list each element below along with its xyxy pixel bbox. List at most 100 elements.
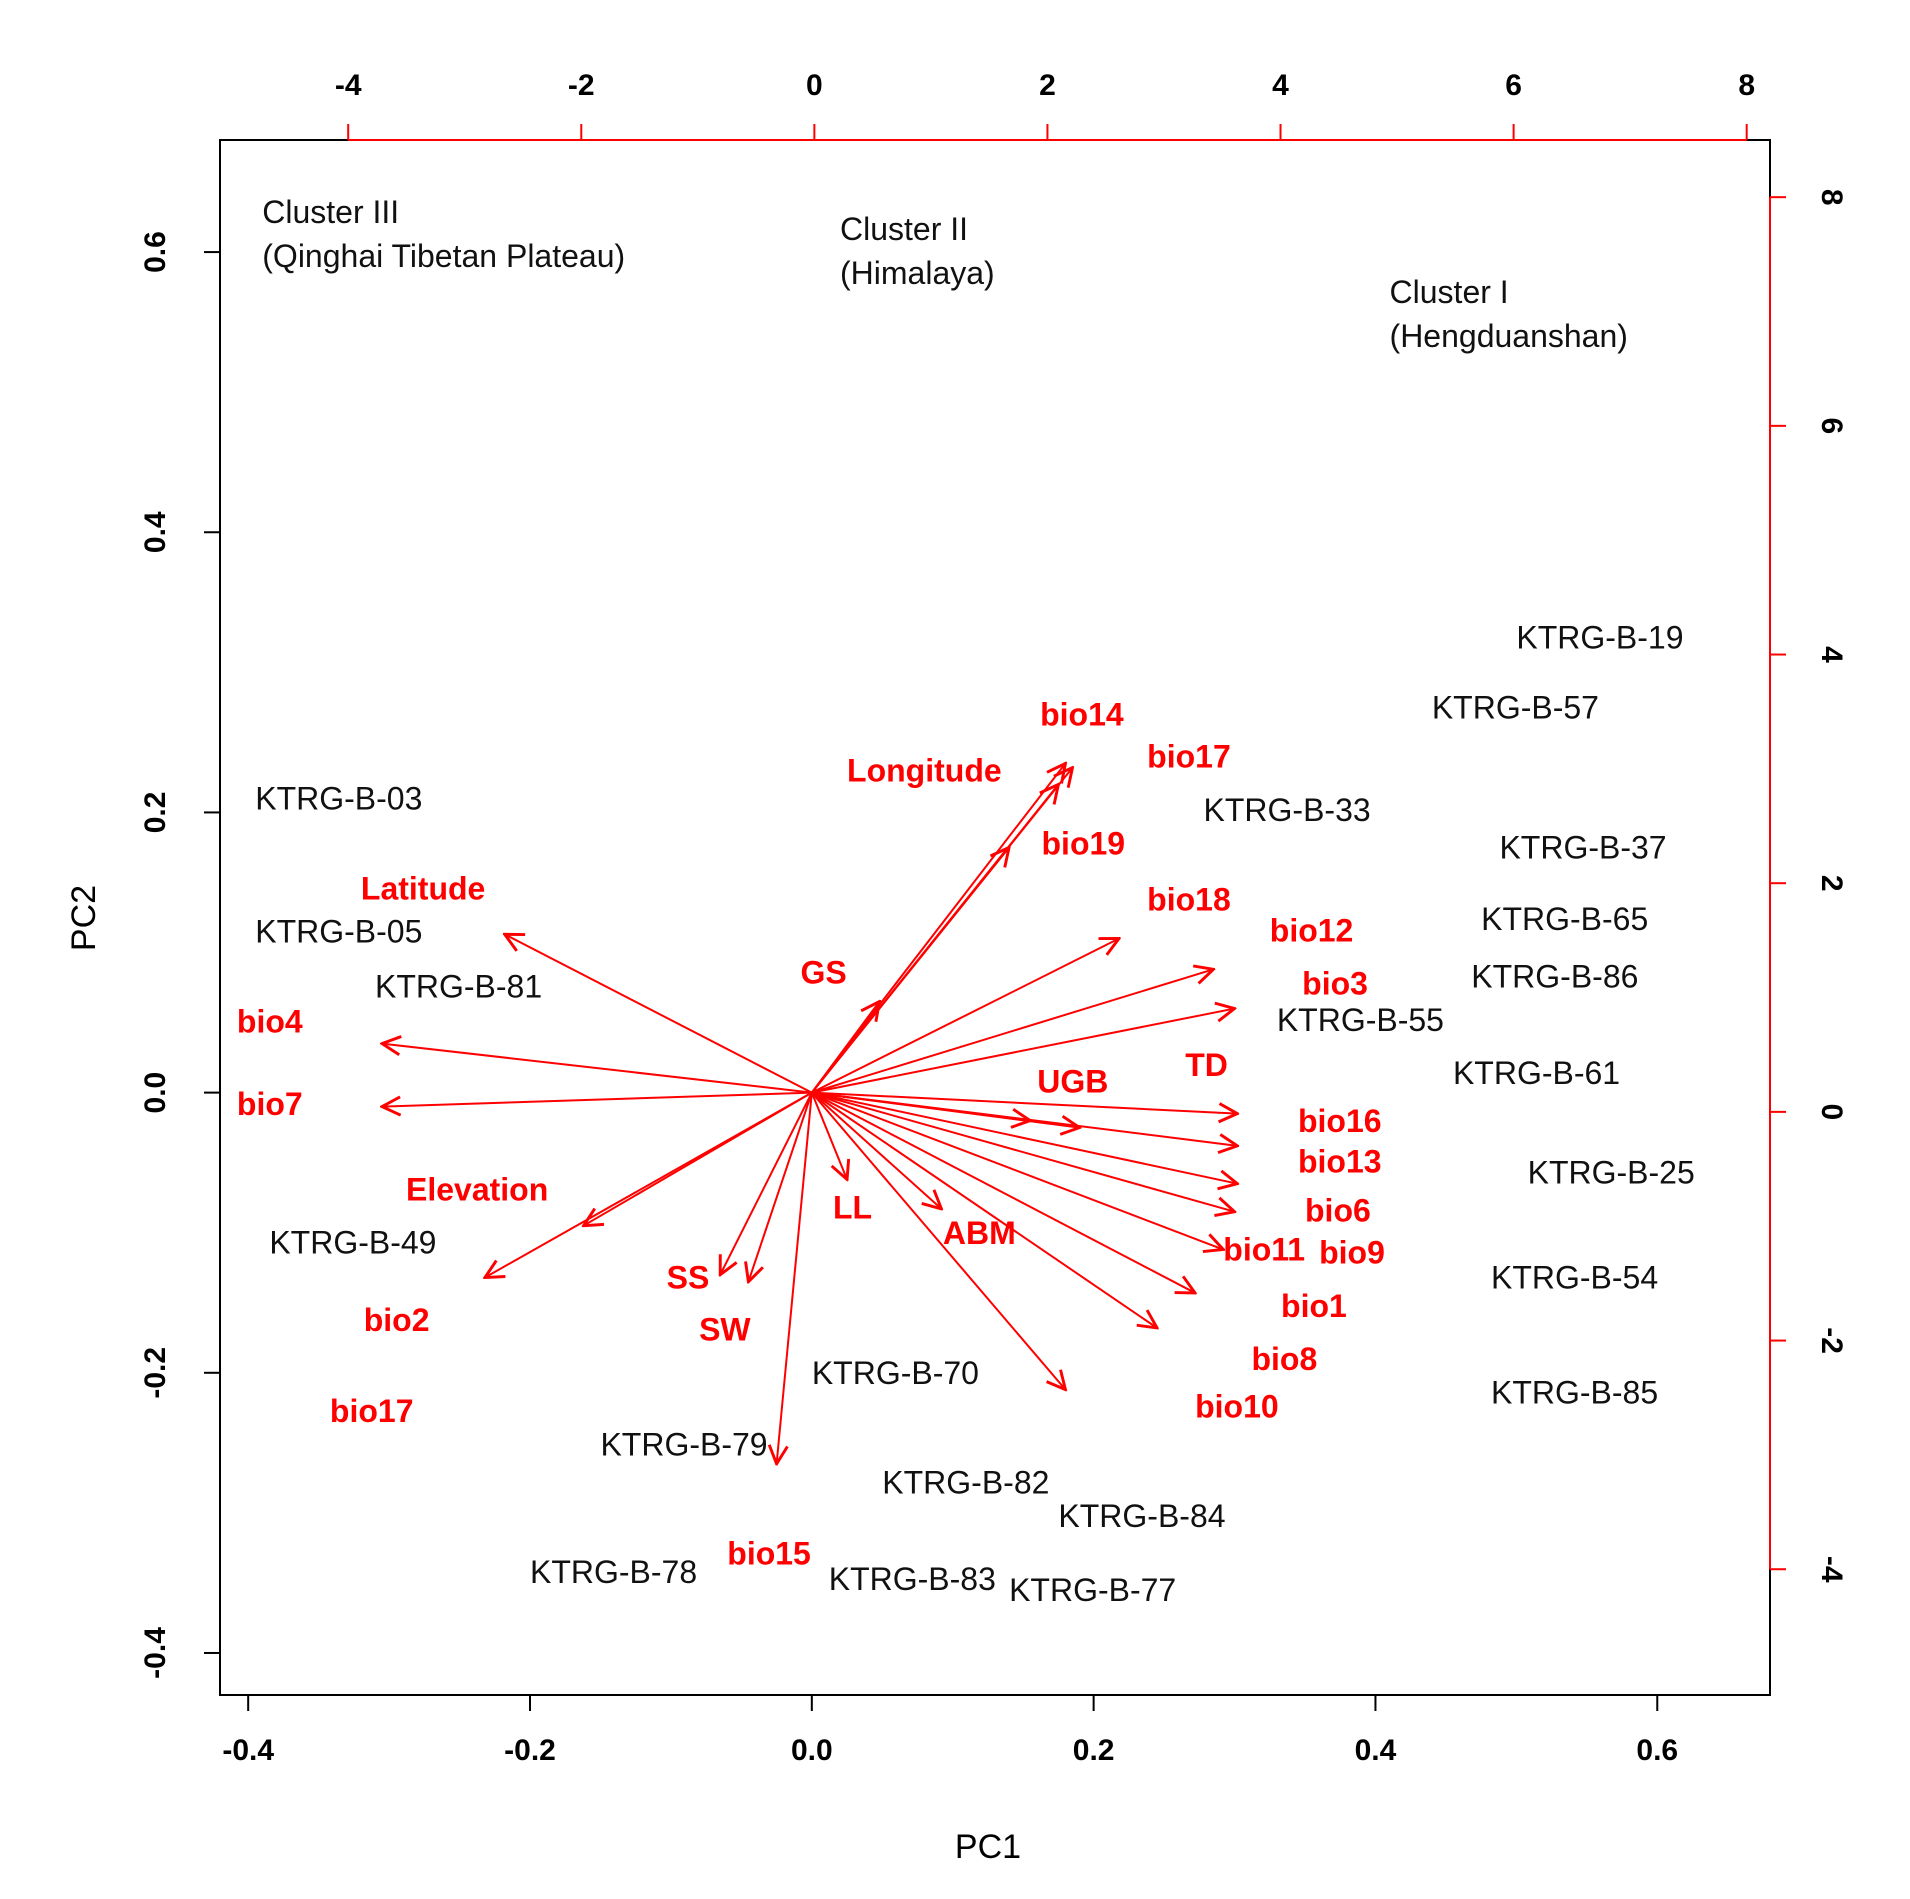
- loading-arrow-latitude: [505, 934, 813, 1094]
- sample-label: KTRG-B-05: [255, 914, 422, 950]
- y-axis-right: -4 -2 0 2 4 6 8: [1769, 189, 1848, 1583]
- sample-label: KTRG-B-85: [1491, 1375, 1658, 1411]
- loading-label-bio7: bio7: [237, 1086, 303, 1122]
- loading-label-latitude: Latitude: [361, 870, 485, 906]
- top-tick-label: -2: [568, 69, 595, 102]
- y-axis-left: -0.4 -0.2 0.0 0.2 0.4 0.6: [139, 231, 221, 1679]
- loading-arrow-abm: [811, 1091, 942, 1209]
- loading-label-longitude: Longitude: [847, 753, 1002, 789]
- loading-arrow-bio16: [811, 1091, 1238, 1114]
- cluster-name: Cluster I: [1390, 274, 1509, 310]
- loading-arrow-bio18: [811, 939, 1119, 1094]
- x-tick-label: -0.4: [222, 1734, 274, 1767]
- right-tick-label: 2: [1815, 875, 1848, 892]
- loading-label-bio4: bio4: [237, 1003, 303, 1039]
- sample-label: KTRG-B-61: [1453, 1055, 1620, 1091]
- sample-label: KTRG-B-86: [1471, 959, 1638, 995]
- top-tick-label: 6: [1505, 69, 1522, 102]
- sample-label: KTRG-B-81: [375, 968, 542, 1004]
- loading-label-bio17: bio17: [330, 1393, 414, 1429]
- x-axis-bottom: -0.4 -0.2 0.0 0.2 0.4 0.6: [222, 1694, 1678, 1767]
- x-tick-label: 0.6: [1636, 1734, 1678, 1767]
- loading-label-abm: ABM: [943, 1215, 1016, 1251]
- sample-label: KTRG-B-54: [1491, 1260, 1658, 1296]
- loading-arrow-bio3: [811, 1009, 1235, 1094]
- y-tick-label: 0.6: [139, 231, 172, 273]
- cluster-region: (Hengduanshan): [1390, 318, 1628, 354]
- loading-arrow-bio13: [811, 1091, 1238, 1146]
- loading-arrows: [382, 763, 1237, 1463]
- right-tick-label: 0: [1815, 1104, 1848, 1121]
- loading-arrow-bio7: [382, 1091, 812, 1107]
- sample-label: KTRG-B-57: [1432, 690, 1599, 726]
- sample-label: KTRG-B-33: [1204, 792, 1371, 828]
- loading-arrow-bio11: [811, 1091, 1223, 1250]
- loading-label-bio8: bio8: [1251, 1341, 1317, 1377]
- x-axis-title: PC1: [955, 1828, 1021, 1866]
- x-tick-label: 0.4: [1355, 1734, 1397, 1767]
- loading-arrow-gs: [811, 1002, 880, 1094]
- sample-label: KTRG-B-79: [600, 1426, 767, 1462]
- loading-label-bio13: bio13: [1298, 1143, 1382, 1179]
- loading-arrow-bio6: [811, 1091, 1238, 1184]
- sample-label: KTRG-B-49: [269, 1225, 436, 1261]
- loading-label-ss: SS: [667, 1260, 710, 1296]
- cluster-name: Cluster III: [262, 194, 399, 230]
- loading-label-bio14: bio14: [1040, 697, 1124, 733]
- sample-label: KTRG-B-83: [829, 1561, 996, 1597]
- loading-label-bio3: bio3: [1302, 966, 1368, 1002]
- sample-label: KTRG-B-25: [1528, 1155, 1695, 1191]
- right-tick-label: 8: [1815, 189, 1848, 206]
- sample-label: KTRG-B-78: [530, 1554, 697, 1590]
- top-tick-label: 0: [806, 69, 823, 102]
- loading-label-bio11: bio11: [1223, 1232, 1305, 1268]
- loading-label-sw: SW: [699, 1312, 751, 1348]
- sample-label: KTRG-B-65: [1481, 901, 1648, 937]
- right-tick-label: 6: [1815, 418, 1848, 435]
- loading-arrow-bio10: [811, 1091, 1066, 1390]
- loading-label-bio18: bio18: [1147, 881, 1231, 917]
- sample-label: KTRG-B-55: [1277, 1002, 1444, 1038]
- loading-label-bio15: bio15: [727, 1536, 811, 1572]
- right-tick-label: 4: [1815, 646, 1848, 663]
- cluster-region: (Himalaya): [840, 255, 995, 291]
- y-tick-label: 0.4: [139, 511, 172, 553]
- loading-arrow-bio4: [382, 1044, 812, 1094]
- y-tick-label: -0.2: [139, 1347, 172, 1399]
- loading-arrow-bio14: [811, 763, 1066, 1094]
- loading-label-bio2: bio2: [364, 1302, 430, 1338]
- x-tick-label: -0.2: [504, 1734, 556, 1767]
- y-tick-label: 0.2: [139, 792, 172, 834]
- x-axis-top: -4 -2 0 2 4 6 8: [335, 69, 1755, 141]
- top-tick-label: -4: [335, 69, 362, 102]
- loading-label-elevation: Elevation: [406, 1171, 548, 1207]
- cluster-labels: Cluster III (Qinghai Tibetan Plateau) Clus…: [262, 194, 1628, 354]
- loading-label-gs: GS: [801, 954, 847, 990]
- right-tick-label: -2: [1815, 1327, 1848, 1354]
- cluster-region: (Qinghai Tibetan Plateau): [262, 238, 625, 274]
- sample-label: KTRG-B-19: [1516, 620, 1683, 656]
- loading-arrow-bio15: [777, 1092, 813, 1464]
- sample-label: KTRG-B-37: [1499, 830, 1666, 866]
- loading-label-bio1: bio1: [1281, 1288, 1347, 1324]
- loading-arrow-ss: [720, 1092, 813, 1275]
- loading-label-bio12: bio12: [1270, 912, 1354, 948]
- loading-arrow-bio1: [811, 1091, 1195, 1293]
- loading-label-bio6: bio6: [1305, 1192, 1371, 1228]
- loading-label-bio17: bio17: [1147, 739, 1231, 775]
- y-tick-label: 0.0: [139, 1072, 172, 1114]
- top-tick-label: 4: [1272, 69, 1289, 102]
- loading-label-ll: LL: [833, 1190, 872, 1226]
- loading-arrow-bio12: [811, 969, 1214, 1094]
- cluster-name: Cluster II: [840, 211, 968, 247]
- sample-label: KTRG-B-82: [882, 1464, 1049, 1500]
- x-tick-label: 0.2: [1073, 1734, 1115, 1767]
- loading-label-td: TD: [1185, 1047, 1228, 1083]
- y-tick-label: -0.4: [139, 1627, 172, 1679]
- sample-labels: KTRG-B-03 KTRG-B-05 KTRG-B-81 KTRG-B-49 KTRG…: [255, 620, 1695, 1609]
- loading-label-ugb: UGB: [1037, 1064, 1108, 1100]
- x-tick-label: 0.0: [791, 1734, 833, 1767]
- sample-label: KTRG-B-84: [1058, 1498, 1225, 1534]
- loading-arrow-bio19: [811, 847, 1009, 1094]
